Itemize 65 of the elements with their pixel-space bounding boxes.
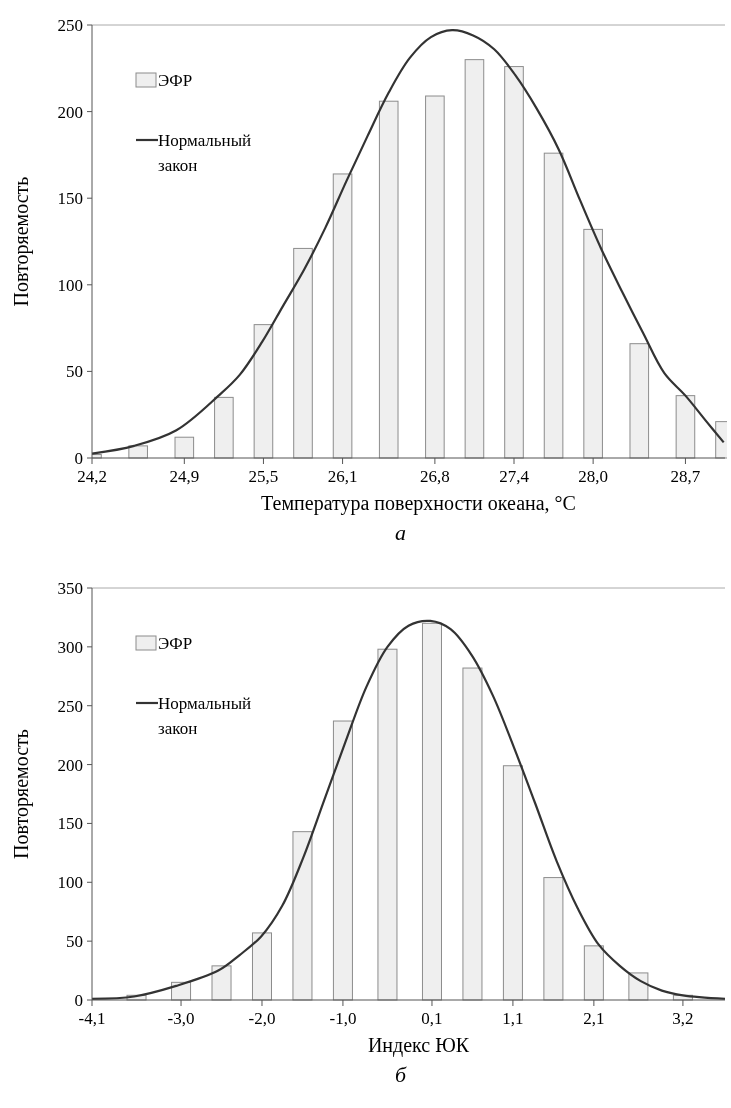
- x-tick-label: 26,8: [420, 467, 450, 486]
- bar: [214, 396, 234, 459]
- text: б: [394, 1062, 407, 1087]
- x-tick-label: 28,7: [670, 467, 701, 486]
- bar: [332, 720, 353, 1001]
- y-tick-label: 50: [66, 932, 83, 952]
- bar: [462, 667, 483, 1001]
- x-tick-label: 24,9: [169, 467, 200, 486]
- y-axis-title: Повторяемость: [10, 176, 33, 307]
- x-tick-label: 0,1: [421, 1009, 443, 1028]
- bar: [377, 648, 398, 1001]
- x-axis-title: Температура поверхности океана, °C: [261, 492, 576, 515]
- y-tick-label: 100: [57, 275, 83, 295]
- y-tick-label: 150: [57, 814, 83, 834]
- y-tick-label: 0: [74, 448, 83, 468]
- text: а: [395, 520, 406, 545]
- bar: [504, 66, 524, 459]
- x-tick-label: -2,0: [248, 1009, 276, 1028]
- bar: [332, 173, 353, 459]
- legend-label: Нормальный закон: [158, 693, 252, 739]
- bar: [253, 324, 274, 459]
- y-tick-label: 250: [57, 696, 83, 716]
- x-tick-label: 28,0: [578, 467, 608, 486]
- y-tick-label: 200: [57, 102, 83, 122]
- y-axis-title: Повторяемость: [10, 729, 33, 859]
- y-tick-label: 200: [57, 755, 83, 775]
- y-tick-label: 50: [66, 362, 83, 382]
- bar: [425, 95, 445, 459]
- x-tick-label: 2,1: [583, 1009, 605, 1028]
- bar: [583, 228, 603, 459]
- x-tick-label: -4,1: [78, 1009, 106, 1028]
- y-tick-label: 0: [74, 990, 83, 1010]
- bar: [543, 152, 564, 459]
- bar: [464, 59, 485, 459]
- x-tick-label: 26,1: [327, 467, 358, 486]
- line-series: [90, 29, 725, 455]
- y-tick-label: 150: [57, 189, 83, 209]
- x-tick-label: -1,0: [329, 1009, 357, 1028]
- x-tick-label: 24,2: [77, 467, 107, 486]
- bar: [675, 395, 696, 459]
- bar: [502, 765, 523, 1001]
- y-tick-label: 350: [57, 578, 83, 598]
- bar: [629, 343, 650, 459]
- x-axis-title: Индекс ЮК: [367, 1034, 470, 1057]
- bar: [293, 247, 313, 459]
- bar: [211, 965, 232, 1001]
- x-tick-label: 25,5: [248, 467, 279, 486]
- y-tick-label: 100: [57, 873, 83, 893]
- x-tick-label: -3,0: [167, 1009, 195, 1028]
- bar: [251, 932, 272, 1001]
- bar: [292, 831, 313, 1001]
- legend-label: ЭФР: [158, 633, 193, 653]
- x-tick-label: 3,2: [672, 1009, 694, 1028]
- y-tick-label: 300: [57, 637, 83, 657]
- legend-label: Нормальный закон: [158, 130, 252, 176]
- bar: [628, 972, 649, 1001]
- x-tick-label: 1,1: [502, 1009, 524, 1028]
- bar: [378, 100, 399, 459]
- legend-label: ЭФР: [158, 70, 193, 90]
- bar: [174, 436, 195, 459]
- bar: [421, 622, 442, 1001]
- bar: [543, 877, 564, 1001]
- y-tick-label: 250: [57, 15, 83, 35]
- bar: [583, 945, 604, 1001]
- x-tick-label: 27,4: [499, 467, 530, 486]
